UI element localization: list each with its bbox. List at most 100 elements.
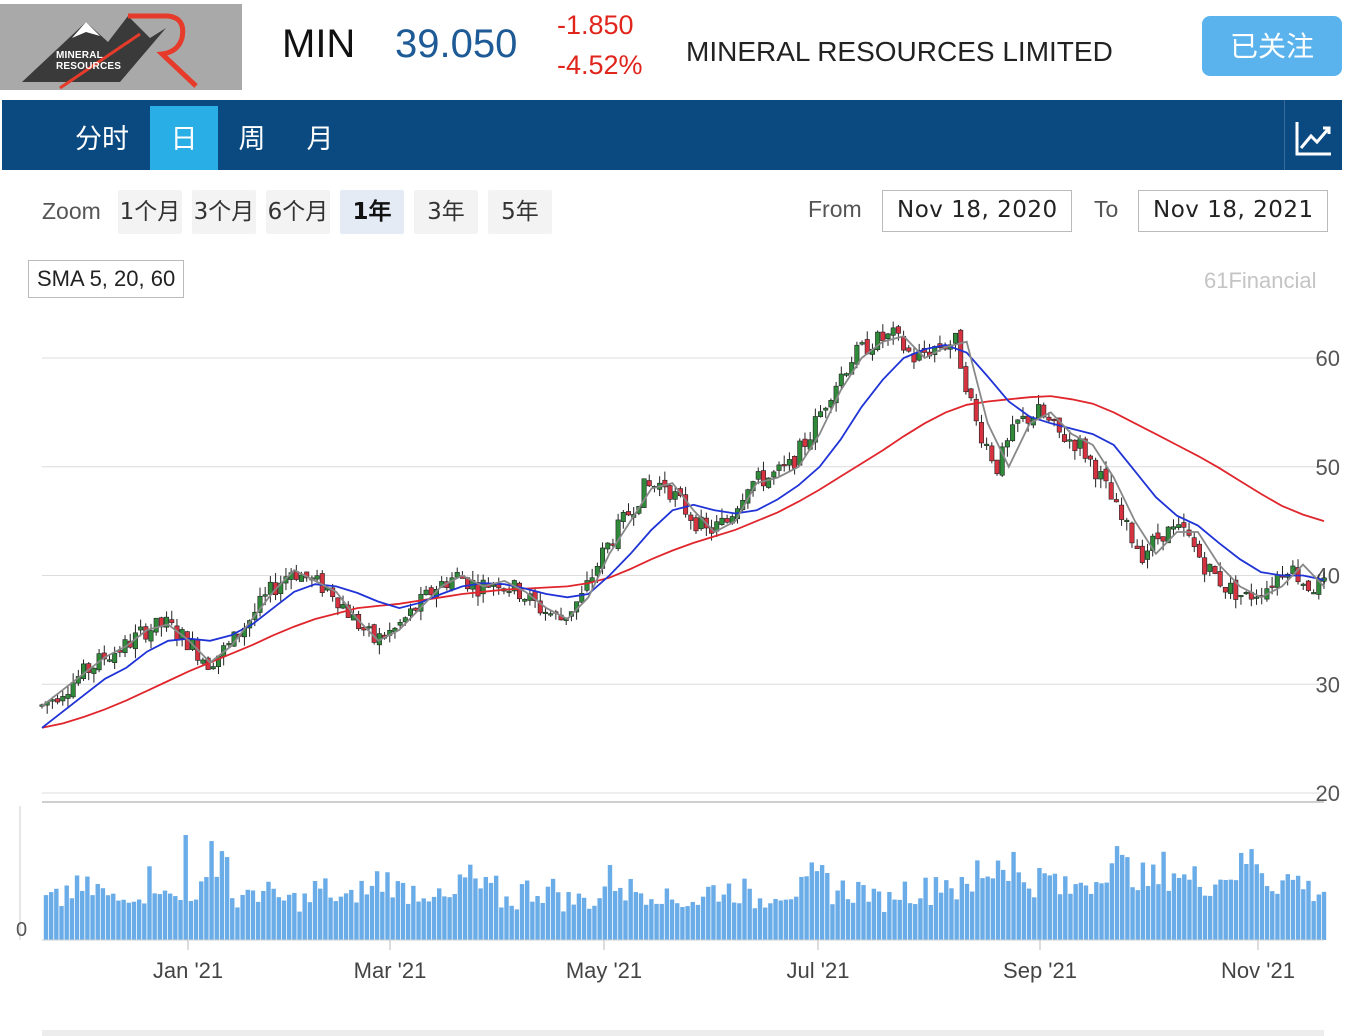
volume-bar [488,882,494,940]
candle-down [994,459,1000,475]
volume-bar [1207,895,1213,940]
zoom-3-years[interactable]: 3年 [414,190,478,234]
volume-bar [380,891,385,940]
candle-down [475,582,481,597]
chart-type-button[interactable] [1284,100,1343,170]
volume-bar [142,903,147,940]
volume-bar [902,881,908,940]
volume-bar [654,903,659,940]
volume-bar [612,891,618,940]
volume-bar [178,900,183,940]
candle-up [340,604,346,609]
volume-bar [731,902,737,940]
volume-bar [716,901,721,940]
volume-bar [193,899,199,940]
zoom-1-month[interactable]: 1个月 [118,190,182,234]
volume-bar [369,885,375,940]
candle-up [153,617,159,633]
tab-intraday[interactable]: 分时 [75,124,129,155]
candle-up [1228,582,1234,594]
volume-bar [1057,894,1063,940]
volume-bar [1130,887,1135,940]
candle-down [760,470,766,487]
volume-bar [85,876,90,940]
volume-bar [271,888,276,940]
volume-bar [711,885,716,940]
candle-up [210,666,216,670]
indicator-legend[interactable]: SMA 5, 20, 60 [28,260,185,298]
candle-up [1300,583,1306,586]
candle-down [626,511,632,516]
from-date-input[interactable]: Nov 18, 2020 [882,190,1072,232]
volume-bar [804,876,809,940]
tab-monthly[interactable]: 月 [306,124,334,155]
zoom-5-years[interactable]: 5年 [488,190,552,234]
volume-bar [778,900,783,940]
volume-bar [1114,846,1120,940]
candle-down [1093,459,1099,480]
volume-bar [230,898,235,940]
volume-bar [390,897,395,940]
price-change-percent: -4.52% [557,50,643,80]
tab-weekly[interactable]: 周 [238,124,266,155]
volume-bar [799,876,804,940]
from-label: From [808,196,862,222]
volume-bar [1135,890,1140,940]
candle-down [1139,545,1145,563]
candle-down [646,480,652,487]
volume-bar [1202,895,1208,940]
candle-up [984,443,990,446]
volume-bar [1088,893,1094,940]
candle-up [584,580,590,591]
volume-bar [685,906,690,940]
candle-down [724,518,730,523]
volume-bar [173,896,178,940]
volume-bar [1254,864,1259,940]
volume-bar [700,896,706,940]
volume-bar [328,897,333,940]
volume-bar [845,899,851,940]
zoom-1-year[interactable]: 1年 [340,190,404,234]
candle-down [517,582,523,600]
volume-bar [1016,872,1021,940]
volume-zero-label: 0 [16,919,27,941]
volume-bar [524,880,530,940]
volume-bar [1026,888,1032,940]
volume-bar [204,877,209,940]
volume-bar [669,899,675,940]
volume-bar [167,893,173,940]
to-label: To [1094,196,1119,222]
candle-up [636,505,642,514]
candle-up [1207,563,1213,572]
volume-bar [907,903,913,940]
candle-down [978,422,984,444]
volume-bar [959,877,965,940]
to-date-input[interactable]: Nov 18, 2021 [1138,190,1328,232]
volume-bar [876,891,882,940]
volume-bar [659,903,664,940]
candle-up [366,626,372,629]
volume-bar [1156,884,1161,940]
volume-bar [364,894,369,940]
candle-down [1108,482,1114,500]
tab-daily[interactable]: 日 [150,106,218,170]
zoom-label: Zoom [42,198,101,224]
volume-bar [1187,879,1192,940]
volume-bar [312,881,318,940]
candle-down [1181,522,1187,528]
candle-down [1113,499,1119,503]
candle-up [952,332,958,344]
candle-down [1072,439,1078,452]
follow-button[interactable]: 已关注 [1202,16,1342,76]
volume-bar [297,911,302,940]
candle-up [1238,594,1244,598]
candle-up [1254,596,1260,599]
zoom-3-months[interactable]: 3个月 [192,190,256,234]
zoom-6-months[interactable]: 6个月 [266,190,330,234]
candle-down [169,619,175,624]
candle-up [620,512,626,522]
volume-bar [887,891,892,940]
candle-up [81,663,87,679]
volume-bar [1161,851,1166,940]
